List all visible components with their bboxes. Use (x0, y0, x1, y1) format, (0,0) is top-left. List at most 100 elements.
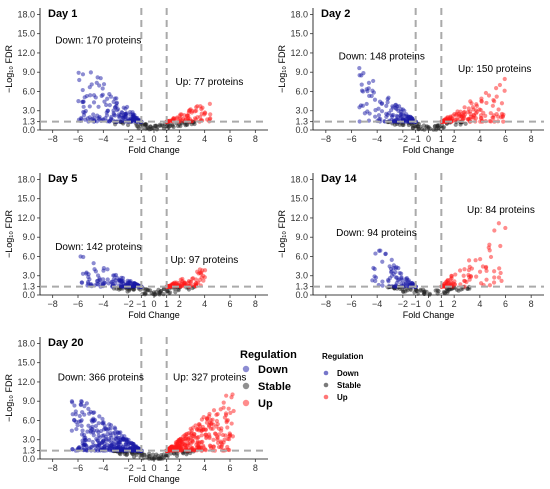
x-tick-label: 2 (177, 134, 182, 144)
stable-point (398, 286, 403, 291)
up-point (220, 432, 226, 438)
y-tick-label: 12.0 (17, 213, 35, 223)
up-point (218, 439, 223, 444)
legend-title: Regulation (240, 349, 297, 361)
stable-point (401, 289, 406, 294)
down-count-annotation: Down: 170 proteins (55, 35, 141, 46)
down-point (76, 98, 81, 104)
down-point (131, 114, 136, 119)
stable-point (184, 452, 189, 457)
down-point (399, 276, 404, 281)
up-point (496, 221, 501, 226)
down-point (107, 422, 112, 427)
stable-point (422, 127, 427, 132)
up-point (478, 257, 483, 262)
y-tick-label: 18.0 (290, 174, 308, 184)
stable-point (131, 454, 137, 459)
y-tick-label: 15.0 (17, 358, 35, 368)
x-tick-label: −2 (124, 134, 134, 144)
y-tick-label: 0.0 (22, 454, 35, 464)
down-point (74, 419, 79, 424)
up-point (201, 427, 206, 432)
down-point (97, 414, 102, 419)
down-point (87, 104, 92, 109)
down-point (84, 401, 89, 406)
x-tick-label: −6 (73, 134, 83, 144)
down-point (94, 436, 99, 442)
down-point (107, 119, 112, 124)
legend-key-stable (323, 382, 329, 388)
x-tick-label: −1 (136, 134, 146, 144)
x-tick-label: 6 (227, 463, 232, 473)
up-count-annotation: Up: 150 proteins (458, 64, 531, 75)
y-tick-label: 9.0 (22, 396, 35, 406)
down-point (81, 254, 86, 260)
down-point (103, 426, 108, 431)
down-point (376, 113, 382, 118)
x-axis-label: Fold Change (403, 145, 455, 155)
down-point (123, 444, 128, 449)
down-point (133, 281, 138, 286)
down-point (87, 85, 92, 90)
down-point (380, 283, 385, 288)
x-tick-label: 6 (503, 299, 508, 309)
down-point (131, 441, 136, 447)
stable-point (173, 290, 178, 295)
y-tick-label: 6.0 (22, 251, 35, 261)
y-tick-label: 3.0 (22, 106, 35, 116)
x-tick-label: 8 (253, 299, 258, 309)
down-point (80, 87, 85, 93)
down-point (379, 109, 385, 114)
up-point (210, 417, 215, 422)
y-tick-label: 3.0 (295, 106, 308, 116)
up-point (217, 432, 222, 437)
down-point (91, 112, 96, 117)
up-point (200, 268, 205, 273)
down-point (130, 119, 135, 124)
x-axis-label: Fold Change (403, 310, 455, 320)
down-point (360, 89, 366, 94)
down-point (111, 111, 116, 116)
stable-point (156, 287, 161, 292)
y-tick-label: 1.3 (22, 117, 35, 127)
down-point (100, 86, 105, 91)
down-point (73, 448, 78, 453)
up-point (216, 444, 222, 450)
legend-key-down (242, 365, 250, 373)
down-point (105, 277, 110, 282)
stable-point (150, 126, 155, 131)
y-axis-label: −Log₁₀ FDR (4, 209, 14, 258)
up-point (177, 113, 182, 119)
up-point (214, 412, 219, 417)
legend-label-stable: Stable (337, 381, 362, 390)
down-point (88, 70, 93, 75)
y-tick-label: 9.0 (295, 232, 308, 242)
down-point (393, 106, 398, 111)
up-point (177, 445, 182, 450)
panel-title: Day 14 (321, 173, 357, 185)
up-point (231, 408, 236, 414)
up-count-annotation: Up: 327 proteins (173, 373, 246, 384)
up-point (492, 275, 497, 280)
volcano-panel-day-1: 0.01.33.0 6.0 9.0 12.0 15.0 18.0 −8 −6 −4 −2 −1 0 1 2… (4, 8, 268, 155)
down-point (90, 439, 95, 445)
down-point (357, 65, 362, 71)
up-point (496, 107, 501, 112)
up-point (494, 86, 499, 91)
up-point (184, 116, 189, 122)
y-axis-label: −Log₁₀ FDR (4, 373, 14, 422)
down-point (74, 426, 79, 432)
x-tick-label: 1 (439, 134, 444, 144)
down-point (83, 117, 88, 122)
up-point (176, 438, 181, 443)
down-point (70, 412, 75, 417)
legend-key-down (323, 370, 329, 376)
up-point (189, 428, 194, 433)
down-point (80, 438, 85, 443)
x-tick-label: 4 (202, 463, 207, 473)
up-point (467, 264, 472, 269)
down-count-annotation: Down: 94 proteins (336, 228, 417, 239)
y-tick-label: 12.0 (17, 377, 35, 387)
down-point (88, 430, 93, 435)
